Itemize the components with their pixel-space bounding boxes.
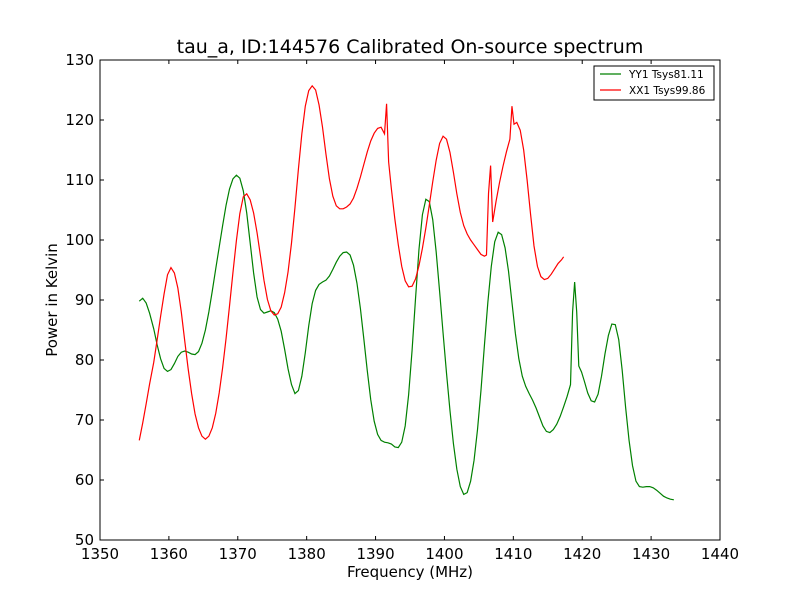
series-layer xyxy=(138,84,674,501)
chart-title: tau_a, ID:144576 Calibrated On-source sp… xyxy=(177,36,644,58)
y-tick-label: 110 xyxy=(65,171,94,189)
y-axis-label: Power in Kelvin xyxy=(43,243,61,357)
y-tick-label: 130 xyxy=(65,51,94,69)
y-tick-label: 70 xyxy=(75,411,94,429)
x-tick-label: 1440 xyxy=(701,545,739,563)
y-tick-label: 90 xyxy=(75,291,94,309)
y-tick-label: 80 xyxy=(75,351,94,369)
x-tick-label: 1430 xyxy=(632,545,670,563)
legend: YY1 Tsys81.11 XX1 Tsys99.86 xyxy=(593,65,715,101)
x-tick-label: 1350 xyxy=(81,545,119,563)
x-tick-label: 1420 xyxy=(563,545,601,563)
x-tick-label: 1390 xyxy=(356,545,394,563)
x-tick-label: 1380 xyxy=(288,545,326,563)
legend-label-xx1: XX1 Tsys99.86 xyxy=(629,85,706,97)
x-axis-label: Frequency (MHz) xyxy=(347,563,473,581)
legend-label-yy1: YY1 Tsys81.11 xyxy=(628,69,704,81)
x-tick-label: 1370 xyxy=(219,545,257,563)
y-tick-label: 50 xyxy=(75,531,94,549)
x-tick-label: 1360 xyxy=(150,545,188,563)
y-tick-label: 120 xyxy=(65,111,94,129)
series-line-0 xyxy=(138,174,674,501)
legend-frame xyxy=(593,65,715,101)
y-tick-label: 100 xyxy=(65,231,94,249)
y-tick-label: 60 xyxy=(75,471,94,489)
tick-layer: 1350 1360 1370 1380 1390 1400 1410 1420 1430 1440… xyxy=(65,51,739,563)
x-tick-label: 1400 xyxy=(425,545,463,563)
series-line-1 xyxy=(138,84,565,441)
x-tick-label: 1410 xyxy=(494,545,532,563)
